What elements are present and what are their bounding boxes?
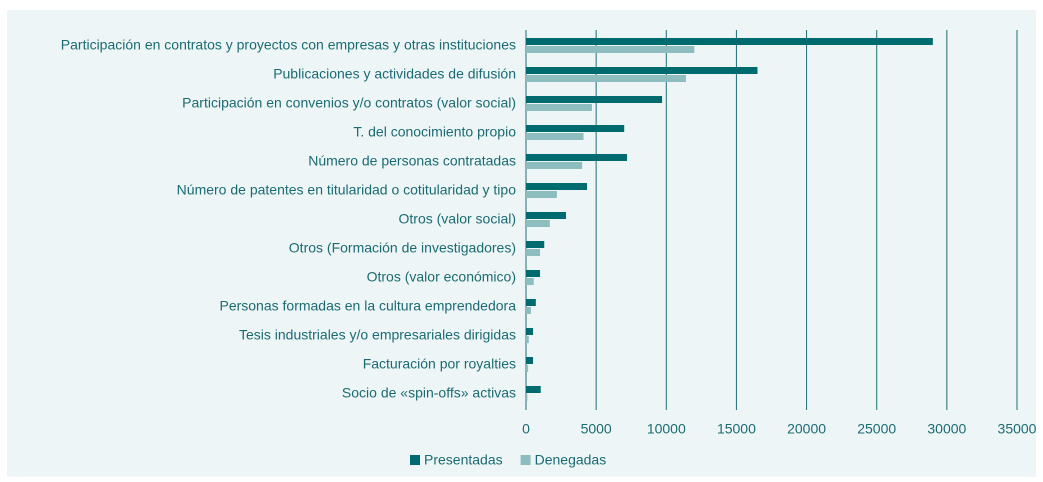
- bar: [526, 307, 531, 314]
- x-tick-label: 10000: [647, 421, 686, 437]
- bar: [526, 336, 529, 343]
- bar: [526, 241, 545, 248]
- y-tick-label: Número de patentes en titularidad o coti…: [177, 182, 517, 198]
- bar: [526, 249, 541, 256]
- y-tick-label: Otros (Formación de investigadores): [289, 240, 516, 256]
- bar: [526, 212, 566, 219]
- y-tick-label: Tesis industriales y/o empresariales dir…: [239, 327, 516, 343]
- bar: [526, 67, 758, 74]
- bar: [526, 357, 534, 364]
- y-tick-label: Otros (valor económico): [367, 269, 516, 285]
- bar: [526, 328, 534, 335]
- bar: [526, 191, 557, 198]
- x-tick-label: 35000: [998, 421, 1037, 437]
- x-tick-label: 25000: [857, 421, 896, 437]
- x-tick-label: 20000: [787, 421, 826, 437]
- legend-swatch: [520, 455, 531, 465]
- bar: [526, 133, 584, 140]
- x-tick-label: 30000: [927, 421, 966, 437]
- bar: [526, 75, 686, 82]
- bar: [526, 38, 933, 45]
- y-tick-label: Participación en contratos y proyectos c…: [61, 37, 516, 53]
- y-tick-label: Participación en convenios y/o contratos…: [182, 95, 516, 111]
- y-tick-label: T. del conocimiento propio: [353, 124, 516, 140]
- x-tick-label: 0: [522, 421, 530, 437]
- y-tick-label: Número de personas contratadas: [308, 153, 516, 169]
- y-tick-label: Publicaciones y actividades de difusión: [273, 66, 516, 82]
- bar: [526, 104, 592, 111]
- bar: [526, 278, 534, 285]
- bar: [526, 299, 536, 306]
- legend-label: Denegadas: [535, 452, 607, 468]
- y-tick-label: Facturación por royalties: [363, 356, 516, 372]
- x-tick-label: 5000: [581, 421, 612, 437]
- bar: [526, 183, 588, 190]
- y-tick-label: Socio de «spin-offs» activas: [342, 385, 516, 401]
- bar: [526, 365, 529, 372]
- bar: [526, 386, 541, 393]
- y-tick-label: Otros (valor social): [399, 211, 516, 227]
- bar: [526, 220, 550, 227]
- bar: [526, 154, 628, 161]
- x-tick-label: 15000: [717, 421, 756, 437]
- bar: [526, 46, 695, 53]
- legend-label: Presentadas: [424, 452, 503, 468]
- y-tick-label: Personas formadas en la cultura emprende…: [219, 298, 516, 314]
- panel: [7, 10, 1036, 477]
- bar: [526, 394, 528, 401]
- bar: [526, 96, 663, 103]
- bar: [526, 270, 541, 277]
- legend-swatch: [410, 455, 420, 465]
- bar: [526, 162, 583, 169]
- bar: [526, 125, 625, 132]
